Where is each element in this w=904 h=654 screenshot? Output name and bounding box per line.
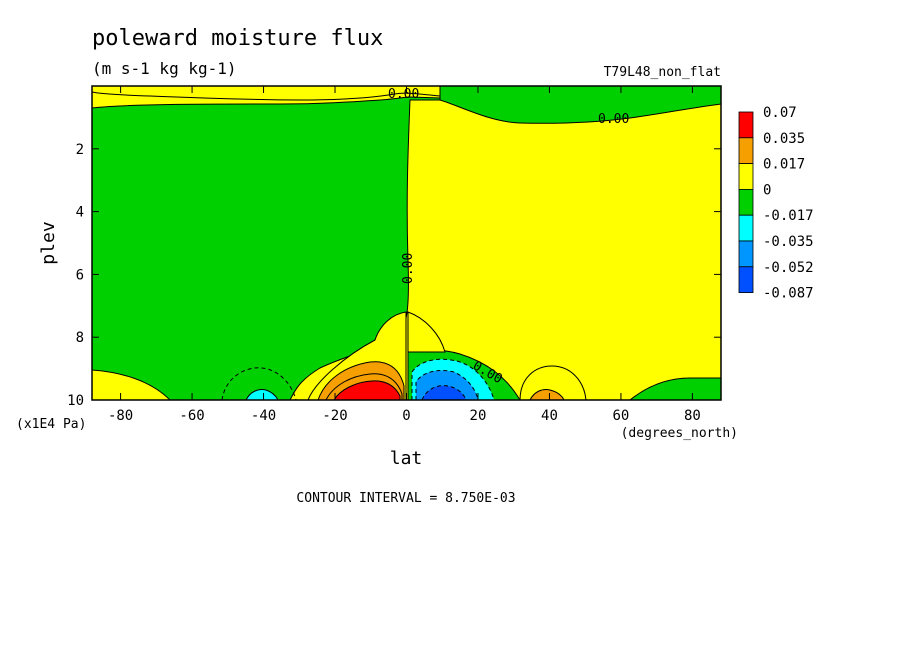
x-tick-label: 20	[470, 408, 487, 424]
region-sh-small-negative	[245, 389, 279, 400]
x-tick-label: 60	[613, 408, 630, 424]
contour-label: 0.00	[388, 87, 419, 102]
region-high-nh-negative	[629, 377, 721, 400]
legend-label: 0.035	[763, 131, 805, 147]
y-tick-label: 2	[76, 142, 84, 158]
x-tick-label: 0	[402, 408, 410, 424]
region-sh-lobe-red	[333, 380, 401, 400]
region-top-right-negative	[439, 86, 721, 124]
contour-interval: CONTOUR INTERVAL = 8.750E-03	[296, 491, 515, 506]
y-axis-label: plev	[38, 221, 59, 264]
legend-label: 0.017	[763, 157, 805, 173]
y-tick-label: 10	[67, 393, 84, 409]
x-tick-label: -80	[108, 408, 133, 424]
region-nh-thin-outline	[519, 365, 587, 400]
legend-swatch	[738, 111, 754, 139]
legend-label: -0.087	[763, 286, 814, 302]
x-axis-label: lat	[390, 448, 423, 469]
legend-label: -0.035	[763, 234, 814, 250]
legend-swatch	[738, 188, 754, 216]
y-axis-units: (x1E4 Pa)	[16, 417, 86, 432]
x-axis-units: (degrees_north)	[621, 426, 738, 441]
x-tick-label: -60	[179, 408, 204, 424]
x-tick-label: 40	[541, 408, 558, 424]
legend-swatch	[738, 137, 754, 165]
y-tick-label: 6	[76, 267, 84, 283]
region-southern-negative	[92, 96, 441, 400]
region-top-left-positive	[92, 86, 441, 101]
contour-label: 0.00	[401, 253, 416, 284]
x-tick-label: 80	[684, 408, 701, 424]
region-nh-lobe-blue	[421, 385, 467, 400]
legend-swatch	[738, 163, 754, 190]
run-label: T79L48_non_flat	[604, 65, 721, 80]
legend-swatch	[738, 214, 754, 242]
y-tick-label: 8	[76, 330, 84, 346]
x-tick-label: -40	[251, 408, 276, 424]
region-equator-positive-2	[407, 311, 446, 353]
legend: 0.07 0.035 0.017 0 -0.017 -0.035 -0.052 -0.087	[738, 105, 814, 302]
contour-label: 0.00	[598, 112, 629, 127]
y-axis: 2 4 6 8 10	[67, 142, 721, 409]
region-sh-dashed-outline	[221, 367, 297, 400]
legend-swatch	[738, 240, 754, 268]
legend-label: -0.052	[763, 260, 814, 276]
chart-title: poleward moisture flux	[92, 26, 383, 51]
legend-label: -0.017	[763, 208, 814, 224]
plot-area	[92, 86, 721, 400]
region-nh-small-positive	[529, 389, 565, 400]
chart-subtitle: (m s-1 kg kg-1)	[92, 59, 237, 78]
legend-label: 0.07	[763, 105, 797, 121]
y-tick-label: 4	[76, 205, 84, 221]
legend-label: 0	[763, 182, 771, 198]
x-tick-label: -20	[322, 408, 347, 424]
x-axis: -80 -60 -40 -20 0 20 40 60 80	[108, 86, 701, 424]
legend-swatch	[738, 266, 754, 293]
